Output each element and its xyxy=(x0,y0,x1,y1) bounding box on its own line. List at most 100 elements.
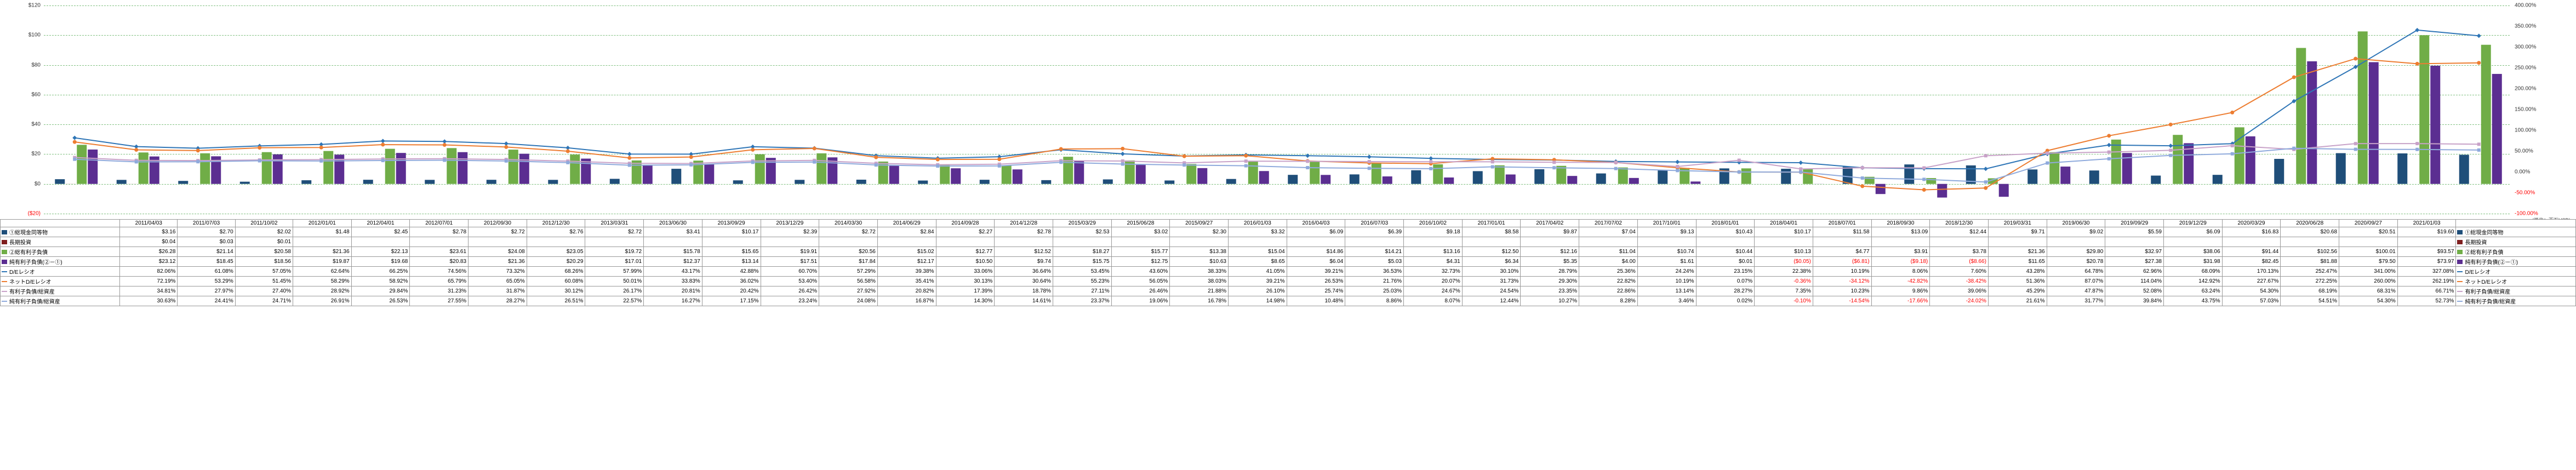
data-cell: 27.55% xyxy=(410,296,469,306)
data-cell: 21.76% xyxy=(1345,277,1404,286)
bar xyxy=(1629,178,1639,184)
bar xyxy=(509,150,518,184)
bar xyxy=(1937,184,1947,198)
data-cell: $13.09 xyxy=(1871,227,1930,237)
marker xyxy=(1676,165,1679,168)
marker xyxy=(1861,176,1864,180)
data-cell: 20.42% xyxy=(702,286,761,296)
marker xyxy=(2169,123,2173,127)
data-cell: $5.35 xyxy=(1521,257,1579,267)
marker xyxy=(1121,147,1124,151)
bar xyxy=(1186,164,1196,184)
bar xyxy=(1350,174,1360,184)
data-cell xyxy=(1988,237,2047,247)
marker xyxy=(2292,147,2295,150)
data-cell: 38.03% xyxy=(1170,277,1229,286)
data-cell: $0.03 xyxy=(178,237,235,247)
bar xyxy=(1041,180,1051,184)
data-cell: $17.01 xyxy=(585,257,644,267)
data-cell: $6.09 xyxy=(2164,227,2223,237)
data-cell: $1.61 xyxy=(1637,257,1696,267)
data-cell: $4.31 xyxy=(1404,257,1463,267)
marker xyxy=(874,156,878,159)
marker xyxy=(1675,160,1680,164)
data-cell: $15.75 xyxy=(1053,257,1111,267)
data-cell: $2.70 xyxy=(178,227,235,237)
data-cell xyxy=(2164,237,2223,247)
marker xyxy=(1244,164,1248,168)
data-cell: 26.91% xyxy=(293,296,352,306)
data-cell: $12.16 xyxy=(1521,247,1579,257)
data-cell: $2.78 xyxy=(995,227,1053,237)
bar xyxy=(2089,170,2099,184)
data-cell: 27.97% xyxy=(178,286,235,296)
data-cell: $2.76 xyxy=(527,227,585,237)
data-cell: $6.09 xyxy=(1287,227,1345,237)
data-cell: 39.06% xyxy=(1930,286,1989,296)
data-cell: 28.92% xyxy=(293,286,352,296)
data-cell: 54.30% xyxy=(2339,296,2398,306)
data-cell: $81.88 xyxy=(2281,257,2339,267)
data-cell: $32.97 xyxy=(2105,247,2164,257)
row-header: 有利子負債/総資産 xyxy=(1,286,120,296)
data-cell: $18.27 xyxy=(1053,247,1111,257)
data-cell: 65.79% xyxy=(410,277,469,286)
data-cell: 28.27% xyxy=(469,296,527,306)
data-cell: $18.56 xyxy=(235,257,293,267)
data-cell: 20.07% xyxy=(1404,277,1463,286)
data-cell: 66.25% xyxy=(351,267,410,277)
data-cell: 87.07% xyxy=(2047,277,2105,286)
marker xyxy=(504,145,508,149)
data-cell xyxy=(877,237,936,247)
data-cell: 20.81% xyxy=(644,286,702,296)
bar xyxy=(1433,164,1443,184)
data-cell: $9.71 xyxy=(1988,227,2047,237)
data-cell xyxy=(1287,237,1345,247)
data-cell: 34.81% xyxy=(120,286,178,296)
data-cell: 65.05% xyxy=(469,277,527,286)
marker xyxy=(2477,33,2481,38)
data-cell: 30.13% xyxy=(936,277,995,286)
data-cell: $12.75 xyxy=(1111,257,1170,267)
marker xyxy=(2415,142,2419,145)
data-cell: $10.50 xyxy=(936,257,995,267)
marker xyxy=(1614,167,1618,170)
marker xyxy=(1183,154,1186,158)
bar xyxy=(55,179,65,184)
data-cell: 24.67% xyxy=(1404,286,1463,296)
marker xyxy=(1984,186,1987,190)
data-cell: 14.61% xyxy=(995,296,1053,306)
bar xyxy=(1843,167,1853,184)
bar xyxy=(643,165,653,184)
data-cell: 68.19% xyxy=(2281,286,2339,296)
data-cell: ($6.81) xyxy=(1813,257,1871,267)
data-cell: 22.38% xyxy=(1755,267,1813,277)
bar xyxy=(2419,35,2429,184)
data-cell: $9.74 xyxy=(995,257,1053,267)
data-cell: $1.48 xyxy=(293,227,352,237)
row-header-right: ネットD/Eレシオ xyxy=(2456,277,2576,286)
data-cell: 56.05% xyxy=(1111,277,1170,286)
data-cell: 24.08% xyxy=(819,296,878,306)
data-cell: $16.83 xyxy=(2222,227,2281,237)
bar xyxy=(2111,140,2121,184)
data-cell: 61.08% xyxy=(178,267,235,277)
bar xyxy=(2358,31,2368,184)
data-cell: 41.05% xyxy=(1229,267,1287,277)
data-cell: 26.42% xyxy=(761,286,819,296)
data-cell: $5.59 xyxy=(2105,227,2164,237)
marker xyxy=(381,159,385,162)
data-cell: $100.01 xyxy=(2339,247,2398,257)
marker xyxy=(1614,161,1618,164)
data-cell: 28.79% xyxy=(1521,267,1579,277)
data-cell: 8.06% xyxy=(1871,267,1930,277)
data-cell: 45.29% xyxy=(1988,286,2047,296)
data-cell: 66.71% xyxy=(2397,286,2456,296)
data-cell: $8.58 xyxy=(1462,227,1521,237)
marker xyxy=(1491,165,1494,169)
marker xyxy=(813,146,816,150)
bar xyxy=(610,179,620,184)
data-cell xyxy=(2105,237,2164,247)
data-cell: 68.09% xyxy=(2164,267,2223,277)
data-cell: $3.16 xyxy=(120,227,178,237)
